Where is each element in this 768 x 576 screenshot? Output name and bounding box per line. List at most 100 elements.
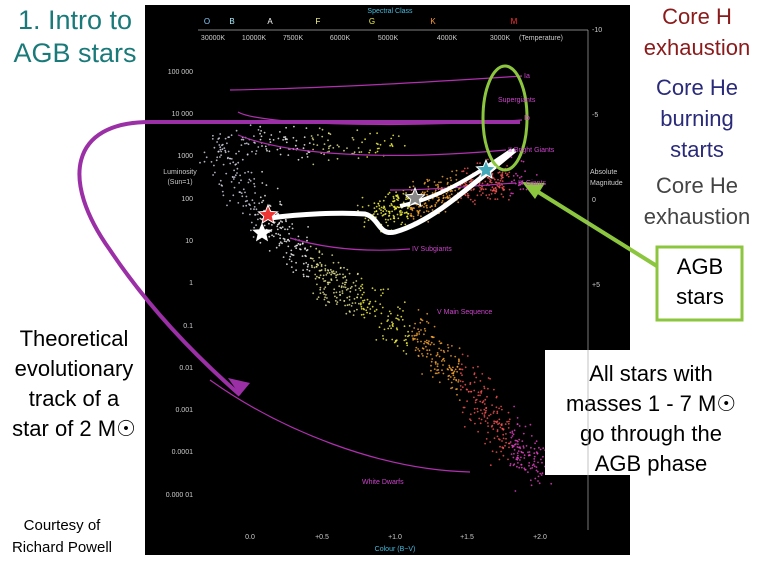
star-dot [411,335,413,337]
star-dot [287,154,290,157]
star-dot [374,289,376,292]
star-dot [502,185,505,188]
star-dot [221,190,224,193]
star-dot [479,380,482,382]
star-dot [352,314,355,316]
star-dot [454,355,457,358]
star-dot [518,181,521,184]
phase-label: Core He [656,75,738,100]
star-dot [332,270,335,272]
star-dot [324,296,326,299]
star-dot [268,150,271,153]
star-dot [285,240,288,243]
star-dot [519,188,522,191]
star-dot [500,174,502,177]
star-dot [339,299,342,301]
star-dot [539,472,542,475]
star-dot [268,250,271,252]
star-dot [437,196,440,199]
star-dot [517,184,520,187]
star-dot [426,349,428,352]
track-label: Theoretical [20,326,129,351]
star-dot [468,181,471,183]
star-dot [379,200,381,203]
star-dot [429,206,432,209]
star-dot [214,171,216,174]
star-dot [257,129,260,131]
star-dot [424,181,426,184]
star-dot [480,418,483,421]
star-dot [533,465,536,468]
star-dot [461,353,464,356]
star-dot [441,201,443,204]
star-dot [292,136,295,139]
star-dot [230,181,233,183]
star-dot [324,264,327,267]
star-dot [423,206,425,208]
star-dot [360,285,362,288]
star-dot [477,365,479,368]
star-dot [253,141,256,144]
colour-tick: +0.5 [315,534,329,541]
star-dot [421,347,424,350]
luminosity-tick: 0.0001 [172,449,194,456]
star-dot [236,172,238,174]
star-dot [392,134,395,137]
star-dot [505,441,507,444]
phase-label: starts [670,137,724,162]
star-dot [454,368,457,371]
star-dot [491,190,494,192]
star-dot [448,366,451,369]
star-dot [320,269,323,271]
star-dot [384,196,387,198]
star-dot [506,165,508,167]
star-dot [512,464,515,467]
star-dot [481,187,483,190]
star-dot [211,138,214,140]
star-dot [404,223,407,226]
star-dot [260,130,262,132]
star-dot [465,172,468,175]
star-dot [488,414,490,417]
star-dot [344,283,346,286]
star-dot [447,378,450,381]
star-dot [369,132,371,135]
star-dot [481,373,484,375]
star-dot [498,422,501,425]
star-dot [426,206,428,209]
star-dot [336,157,339,160]
star-dot [320,265,323,267]
star-dot [415,346,418,349]
star-dot [495,181,498,184]
star-dot [309,245,312,248]
star-dot [407,197,409,200]
star-dot [542,447,545,449]
luminosity-tick: 10 [185,238,193,245]
star-dot [307,226,309,228]
star-dot [504,172,507,175]
star-dot [489,464,492,467]
star-dot [396,213,399,216]
star-dot [478,182,481,184]
star-dot [259,138,262,141]
star-dot [284,218,287,221]
star-dot [265,148,268,150]
star-dot [507,411,510,414]
star-dot [419,321,422,324]
star-dot [301,156,303,159]
star-dot [384,218,387,221]
star-dot [232,194,235,197]
star-dot [495,190,498,193]
star-dot [249,180,252,182]
star-dot [305,249,308,252]
star-dot [497,172,500,174]
star-dot [469,418,471,420]
star-dot [345,312,348,315]
star-dot [451,369,454,372]
star-dot [259,241,262,244]
star-dot [414,349,417,352]
star-dot [369,312,371,315]
title: 1. Intro to [18,5,132,35]
star-dot [408,325,411,327]
star-dot [254,214,256,216]
